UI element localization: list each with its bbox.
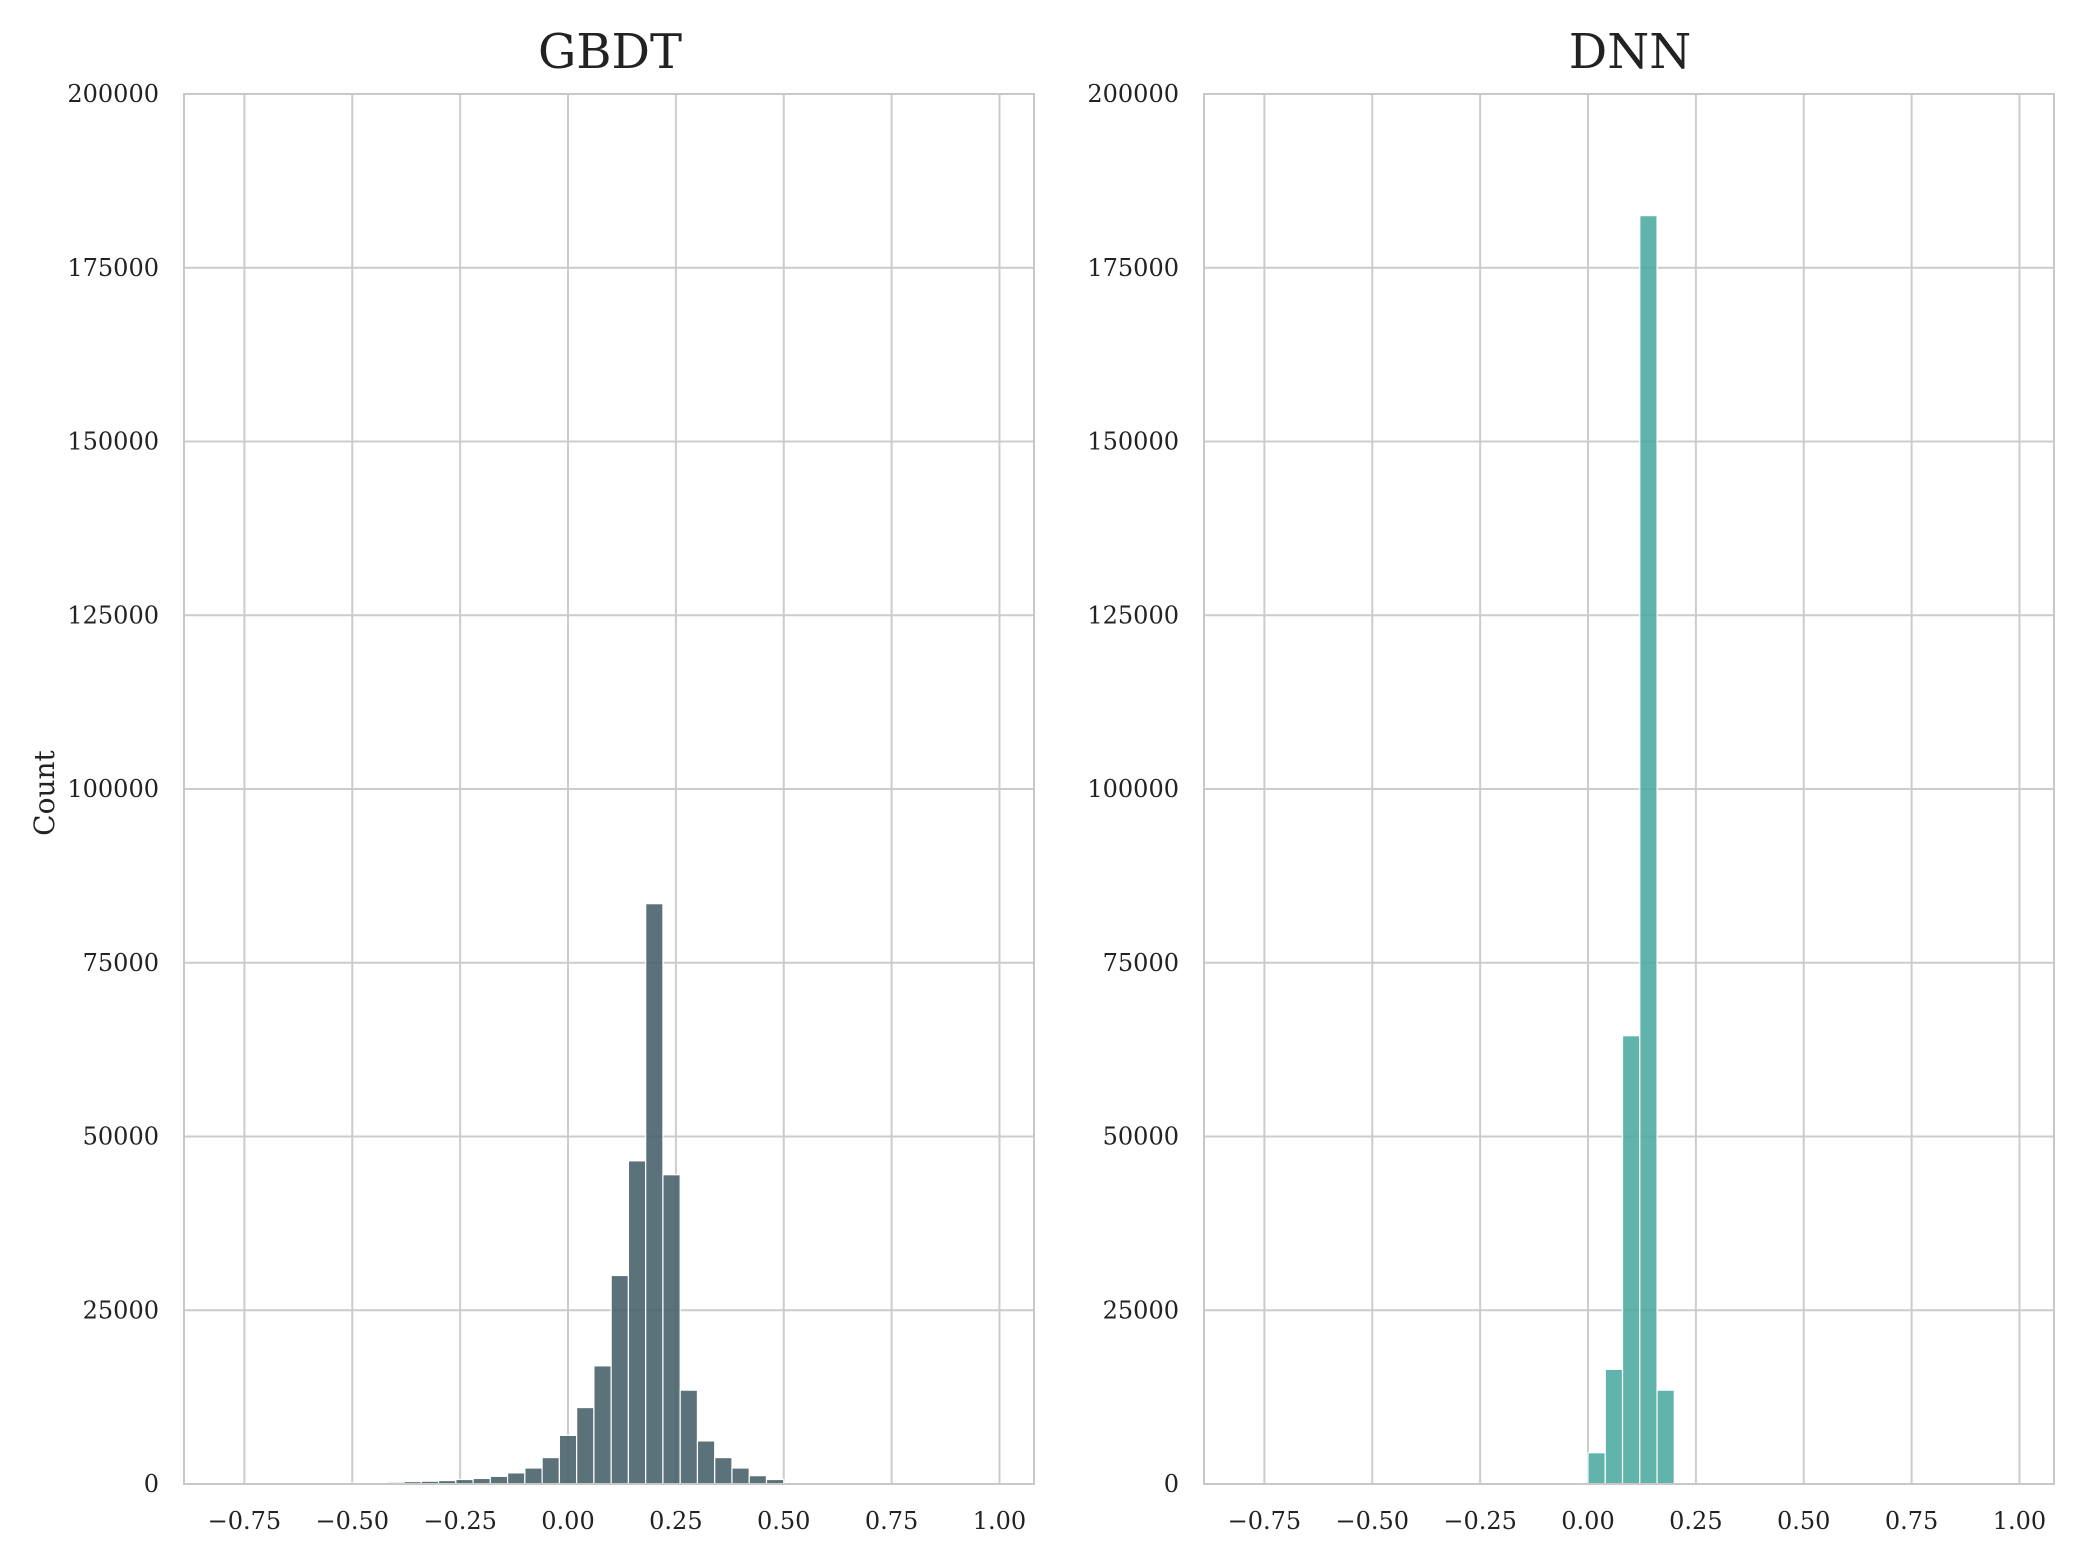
histogram-bar — [508, 1473, 525, 1484]
x-tick-label: 0.75 — [865, 1507, 918, 1535]
y-tick-label: 150000 — [1087, 428, 1179, 456]
histogram-bar — [1640, 216, 1657, 1484]
gbdt-x-ticks: −0.75 −0.50 −0.25 0.00 0.25 0.50 0.75 1.00 — [208, 1507, 1027, 1535]
x-tick-label: 0.50 — [757, 1507, 810, 1535]
y-tick-label: 125000 — [1087, 601, 1179, 629]
y-tick-label: 150000 — [67, 428, 159, 456]
histogram-bar — [577, 1408, 594, 1484]
dnn-panel: DNN −0.75 −0.50 −0.25 0.00 0.25 0.50 0.75 1.00 0… — [1087, 24, 2054, 1535]
gbdt-y-ticks: 0 25000 50000 75000 100000 125000 150000 175000… — [67, 80, 159, 1498]
y-tick-label: 125000 — [67, 601, 159, 629]
histogram-bar — [611, 1276, 628, 1485]
x-tick-label: 0.75 — [1885, 1507, 1938, 1535]
y-tick-label: 175000 — [67, 254, 159, 282]
y-tick-label: 100000 — [1087, 775, 1179, 803]
gbdt-title: GBDT — [538, 24, 682, 80]
histogram-bar — [525, 1468, 542, 1484]
gbdt-gridlines — [184, 94, 1034, 1484]
x-tick-label: 0.00 — [1561, 1507, 1614, 1535]
dnn-title: DNN — [1569, 24, 1691, 80]
y-tick-label: 0 — [1164, 1470, 1179, 1498]
x-tick-label: −0.50 — [1336, 1507, 1410, 1535]
gbdt-bars — [352, 904, 870, 1484]
histogram-bar — [1605, 1369, 1622, 1484]
x-tick-label: 1.00 — [973, 1507, 1026, 1535]
histogram-bar — [542, 1458, 559, 1484]
y-tick-label: 25000 — [83, 1296, 159, 1324]
histogram-bar — [749, 1476, 766, 1484]
x-tick-label: −0.75 — [208, 1507, 282, 1535]
y-tick-label: 0 — [144, 1470, 159, 1498]
histogram-bar — [1588, 1453, 1605, 1484]
dnn-bars — [1588, 216, 1674, 1484]
histogram-bar — [490, 1476, 507, 1484]
dnn-x-ticks: −0.75 −0.50 −0.25 0.00 0.25 0.50 0.75 1.00 — [1228, 1507, 2047, 1535]
y-tick-label: 100000 — [67, 775, 159, 803]
x-tick-label: 0.25 — [1669, 1507, 1722, 1535]
histogram-bar — [559, 1435, 576, 1484]
histogram-bar — [646, 904, 663, 1484]
x-tick-label: −0.50 — [316, 1507, 390, 1535]
histogram-bar — [628, 1161, 645, 1484]
y-tick-label: 75000 — [83, 949, 159, 977]
histogram-bar — [697, 1441, 714, 1484]
y-tick-label: 50000 — [83, 1123, 159, 1151]
x-tick-label: 0.00 — [541, 1507, 594, 1535]
y-tick-label: 75000 — [1103, 949, 1179, 977]
y-tick-label: 200000 — [67, 80, 159, 108]
x-tick-label: −0.25 — [1443, 1507, 1517, 1535]
x-tick-label: 1.00 — [1993, 1507, 2046, 1535]
histogram-bar — [1657, 1390, 1674, 1484]
y-tick-label: 50000 — [1103, 1123, 1179, 1151]
x-tick-label: 0.25 — [649, 1507, 702, 1535]
histogram-bar — [663, 1175, 680, 1484]
histogram-bar — [715, 1458, 732, 1484]
histogram-bar — [1623, 1036, 1640, 1484]
y-tick-label: 25000 — [1103, 1296, 1179, 1324]
y-axis-label: Count — [28, 749, 61, 835]
dnn-y-ticks: 0 25000 50000 75000 100000 125000 150000 175000… — [1087, 80, 1179, 1498]
histogram-bar — [732, 1468, 749, 1484]
histogram-bar — [594, 1366, 611, 1484]
x-tick-label: −0.75 — [1228, 1507, 1302, 1535]
gbdt-panel: GBDT Count −0.75 −0.50 −0.25 0.00 0.25 0.50 0.… — [28, 24, 1034, 1535]
y-tick-label: 175000 — [1087, 254, 1179, 282]
y-tick-label: 200000 — [1087, 80, 1179, 108]
x-tick-label: 0.50 — [1777, 1507, 1830, 1535]
x-tick-label: −0.25 — [423, 1507, 497, 1535]
histogram-bar — [680, 1390, 697, 1484]
